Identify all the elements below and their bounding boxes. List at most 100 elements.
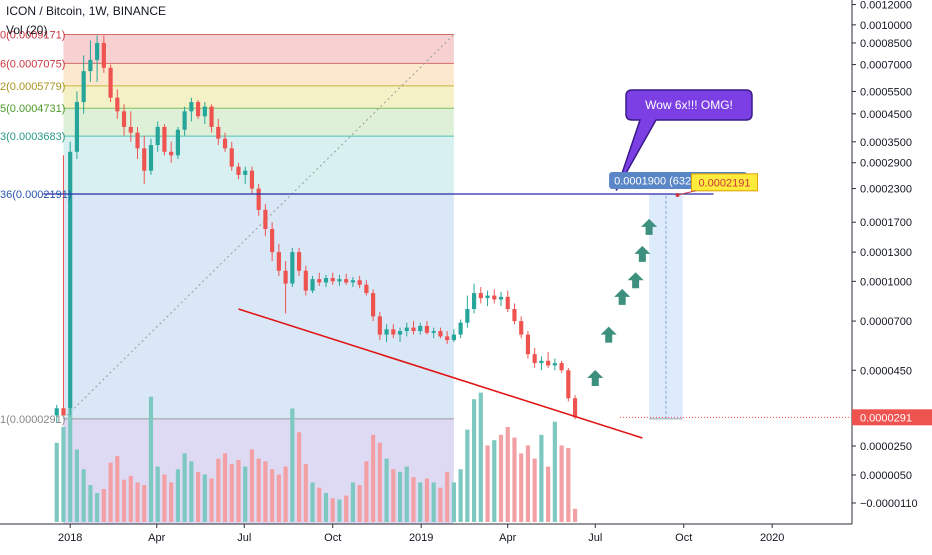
volume-bar (202, 474, 207, 522)
fib-zone (63, 193, 454, 419)
fib-level-label: 2(0.0005779) (0, 81, 65, 93)
candle-body (525, 334, 531, 355)
candle-body (418, 325, 423, 332)
candle-body (290, 252, 295, 284)
candle-body (81, 71, 86, 103)
candle-body (74, 102, 80, 152)
up-arrow-icon (641, 218, 658, 235)
candle-body (128, 126, 133, 133)
volume-bar (411, 477, 416, 522)
volume-bar (108, 462, 113, 522)
price-tick-label: 0.0000700 (860, 316, 912, 328)
price-tick-label: 0.0005500 (860, 86, 912, 98)
candle-body (364, 284, 369, 294)
volume-bar (431, 482, 436, 522)
candle-body (216, 126, 221, 139)
price-tick-label: 0.0002300 (860, 184, 912, 196)
candle-body (539, 360, 544, 364)
volume-bar (525, 445, 531, 522)
volume-bar (519, 453, 524, 522)
volume-bar (189, 461, 194, 522)
fib-level-label: 0(0.0009171) (0, 29, 65, 41)
time-tick-label: Apr (499, 532, 516, 544)
candle-body (196, 102, 201, 117)
volume-bar (330, 498, 335, 522)
candle-body (552, 363, 557, 366)
volume-bar (115, 456, 120, 522)
candle-body (357, 280, 362, 285)
candle-body (148, 145, 154, 171)
candle-body (243, 170, 248, 175)
candle-body (310, 279, 315, 291)
candle-body (283, 270, 288, 284)
volume-bar (222, 453, 228, 522)
candle-body (431, 331, 436, 333)
fib-zone (63, 63, 454, 86)
volume-bar (310, 482, 315, 522)
volume-bar (424, 478, 430, 522)
price-tick-label: 0.0008500 (860, 38, 912, 50)
fib-trend-diagonal (63, 34, 455, 420)
volume-bar (68, 408, 73, 522)
candle-body (169, 151, 174, 156)
candle-body (391, 329, 396, 335)
volume-bar (54, 442, 59, 522)
volume-bar (236, 459, 241, 522)
candle-body (209, 106, 214, 127)
volume-bar (263, 461, 268, 522)
candle-body (505, 296, 510, 310)
candle-body (546, 360, 551, 366)
candle-body (222, 138, 228, 149)
price-tick-label: 0.0007000 (860, 60, 912, 72)
volume-bar (337, 499, 342, 522)
candle-body (189, 102, 194, 112)
fib-level-label: 6(0.0007075) (0, 58, 65, 70)
volume-bar (175, 469, 180, 522)
up-arrow-icon (587, 369, 604, 386)
price-tick-label: 0.0001000 (860, 276, 912, 288)
candle-body (438, 331, 443, 337)
candle-body (471, 293, 477, 310)
candle-body (519, 321, 524, 335)
volume-bar (196, 471, 201, 522)
volume-bar (317, 487, 322, 522)
volume-bar (438, 487, 443, 522)
fib-level-label: 3(0.0003683) (0, 131, 65, 143)
support-trendline (238, 308, 643, 439)
candle-body (108, 67, 113, 98)
volume-bar (465, 429, 470, 522)
volume-tick-label: 0.0000250 (860, 441, 912, 453)
volume-bar (344, 495, 349, 522)
volume-bar (135, 482, 140, 522)
price-tick-label: 0.0010000 (860, 20, 912, 32)
candle-body (155, 126, 160, 146)
candle-body (411, 327, 416, 332)
volume-bar (377, 442, 382, 522)
volume-bar (169, 482, 174, 522)
fib-zone (63, 108, 454, 137)
candle-body (323, 278, 329, 283)
volume-bar (445, 471, 450, 522)
volume-bar (283, 466, 288, 522)
price-tick-label: 0.0000450 (860, 365, 912, 377)
price-tick-label: 0.0004500 (860, 109, 912, 121)
candle-body (445, 336, 450, 341)
candle-body (317, 279, 322, 283)
target-dot (675, 192, 680, 197)
time-tick-label: 2018 (58, 532, 82, 544)
volume-bar (451, 482, 456, 522)
candle-body (276, 252, 281, 271)
candle-body (142, 148, 147, 171)
time-tick-label: Oct (324, 532, 341, 544)
up-arrow-icon (634, 245, 651, 262)
candle-body (458, 322, 463, 335)
volume-bar (74, 449, 80, 522)
volume-bar (88, 485, 93, 522)
volume-bar (492, 440, 497, 522)
candle-body (465, 309, 470, 323)
volume-bar (371, 434, 376, 522)
volume-bar (61, 426, 66, 522)
target-pointer (677, 190, 696, 196)
candle-body (296, 252, 302, 271)
